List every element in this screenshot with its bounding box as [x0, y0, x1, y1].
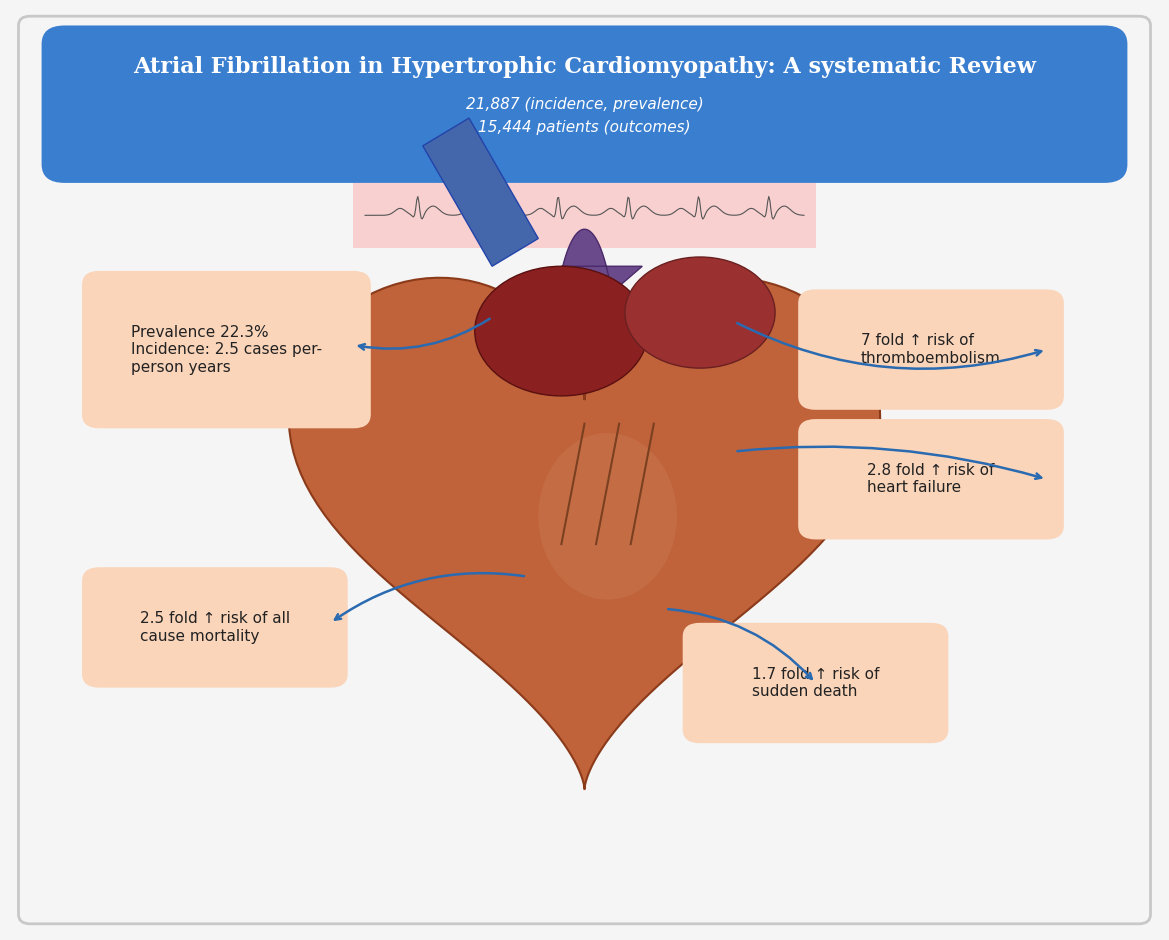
Text: 2.8 fold ↑ risk of
heart failure: 2.8 fold ↑ risk of heart failure [867, 463, 995, 495]
Text: Atrial Fibrillation in Hypertrophic Cardiomyopathy: A systematic Review: Atrial Fibrillation in Hypertrophic Card… [133, 56, 1036, 78]
Text: 21,887 (incidence, prevalence): 21,887 (incidence, prevalence) [465, 97, 704, 112]
FancyBboxPatch shape [798, 290, 1064, 410]
Text: 1.7 fold ↑ risk of
sudden death: 1.7 fold ↑ risk of sudden death [752, 666, 879, 699]
FancyBboxPatch shape [683, 623, 948, 744]
Text: 2.5 fold ↑ risk of all
cause mortality: 2.5 fold ↑ risk of all cause mortality [140, 611, 290, 644]
FancyBboxPatch shape [42, 25, 1127, 183]
Polygon shape [552, 229, 642, 347]
FancyBboxPatch shape [19, 16, 1150, 924]
FancyBboxPatch shape [82, 567, 347, 688]
Ellipse shape [475, 266, 648, 396]
FancyBboxPatch shape [82, 271, 371, 429]
Ellipse shape [625, 257, 775, 368]
Polygon shape [289, 277, 880, 789]
FancyBboxPatch shape [798, 419, 1064, 540]
Text: 7 fold ↑ risk of
thromboembolism: 7 fold ↑ risk of thromboembolism [862, 334, 1001, 366]
FancyBboxPatch shape [353, 183, 816, 248]
Text: Prevalence 22.3%
Incidence: 2.5 cases per-
person years: Prevalence 22.3% Incidence: 2.5 cases pe… [131, 324, 321, 374]
Ellipse shape [538, 433, 677, 600]
Text: 15,444 patients (outcomes): 15,444 patients (outcomes) [478, 119, 691, 134]
Polygon shape [423, 118, 538, 266]
